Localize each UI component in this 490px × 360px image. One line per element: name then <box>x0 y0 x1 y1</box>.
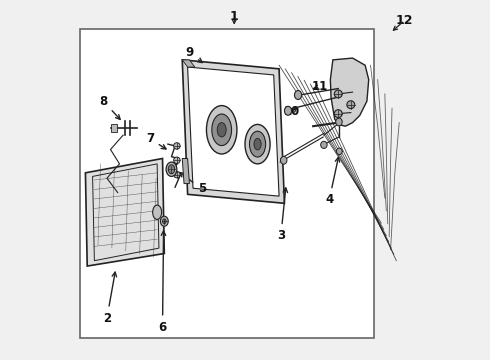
Text: 8: 8 <box>99 95 120 120</box>
Text: 2: 2 <box>103 272 117 325</box>
Ellipse shape <box>334 90 342 98</box>
Ellipse shape <box>212 114 232 145</box>
Ellipse shape <box>206 105 237 154</box>
Polygon shape <box>182 60 285 203</box>
Ellipse shape <box>166 162 177 176</box>
Ellipse shape <box>173 143 180 149</box>
Polygon shape <box>188 67 279 196</box>
Ellipse shape <box>249 131 266 157</box>
Ellipse shape <box>280 156 287 164</box>
Ellipse shape <box>347 101 355 109</box>
Ellipse shape <box>173 171 180 178</box>
Ellipse shape <box>285 106 292 115</box>
Text: 4: 4 <box>325 157 340 206</box>
Ellipse shape <box>294 90 302 99</box>
Text: 1: 1 <box>230 10 239 23</box>
Ellipse shape <box>168 165 175 174</box>
Ellipse shape <box>254 138 261 150</box>
Polygon shape <box>182 60 195 67</box>
Text: 3: 3 <box>277 188 288 242</box>
Text: 5: 5 <box>180 172 206 195</box>
Ellipse shape <box>160 216 168 226</box>
Ellipse shape <box>337 148 342 154</box>
Ellipse shape <box>334 110 342 118</box>
Polygon shape <box>85 158 164 266</box>
Text: 6: 6 <box>158 231 167 333</box>
Bar <box>80 30 374 338</box>
Text: 11: 11 <box>312 80 328 93</box>
Ellipse shape <box>245 125 270 164</box>
Bar <box>111 124 117 132</box>
Text: 12: 12 <box>396 14 414 27</box>
Polygon shape <box>182 158 190 184</box>
Ellipse shape <box>163 219 166 224</box>
Ellipse shape <box>173 157 180 163</box>
Ellipse shape <box>217 123 226 137</box>
Ellipse shape <box>320 141 327 148</box>
Ellipse shape <box>336 118 342 126</box>
Text: 10: 10 <box>284 105 300 118</box>
Text: 9: 9 <box>185 46 202 63</box>
Text: 7: 7 <box>146 132 166 149</box>
Ellipse shape <box>153 205 162 220</box>
Polygon shape <box>330 58 368 126</box>
